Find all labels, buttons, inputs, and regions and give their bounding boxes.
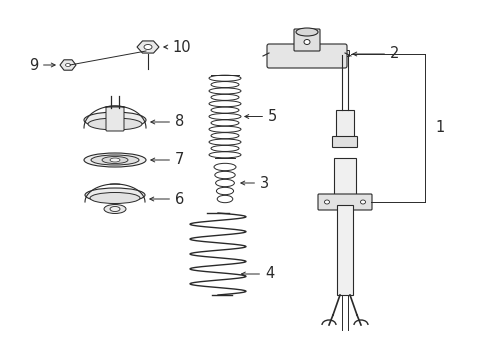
Ellipse shape xyxy=(84,112,146,128)
Text: 5: 5 xyxy=(245,109,277,124)
Text: 1: 1 xyxy=(435,121,444,135)
FancyBboxPatch shape xyxy=(337,205,353,295)
FancyBboxPatch shape xyxy=(106,107,124,131)
Text: 4: 4 xyxy=(242,266,274,282)
Ellipse shape xyxy=(324,200,329,204)
Polygon shape xyxy=(60,60,76,70)
Ellipse shape xyxy=(110,207,120,211)
FancyBboxPatch shape xyxy=(318,194,372,210)
Ellipse shape xyxy=(110,158,120,162)
Ellipse shape xyxy=(91,155,139,165)
FancyBboxPatch shape xyxy=(334,158,356,195)
Text: 6: 6 xyxy=(150,192,184,207)
FancyBboxPatch shape xyxy=(267,44,347,68)
Text: 9: 9 xyxy=(29,58,55,72)
Ellipse shape xyxy=(90,193,140,203)
Ellipse shape xyxy=(104,204,126,213)
Ellipse shape xyxy=(84,153,146,167)
Polygon shape xyxy=(137,41,159,53)
FancyBboxPatch shape xyxy=(333,136,358,148)
Ellipse shape xyxy=(304,40,310,45)
Ellipse shape xyxy=(88,118,142,130)
FancyBboxPatch shape xyxy=(294,29,320,51)
Ellipse shape xyxy=(361,200,366,204)
Text: 3: 3 xyxy=(241,175,269,190)
Ellipse shape xyxy=(102,157,128,163)
FancyBboxPatch shape xyxy=(341,50,349,57)
Ellipse shape xyxy=(85,188,145,202)
Text: 8: 8 xyxy=(151,114,184,130)
Text: 10: 10 xyxy=(164,40,191,54)
Ellipse shape xyxy=(296,28,318,36)
Text: 2: 2 xyxy=(353,46,399,62)
FancyBboxPatch shape xyxy=(336,110,354,145)
Ellipse shape xyxy=(144,45,152,49)
Ellipse shape xyxy=(66,63,71,67)
Text: 7: 7 xyxy=(151,153,184,167)
